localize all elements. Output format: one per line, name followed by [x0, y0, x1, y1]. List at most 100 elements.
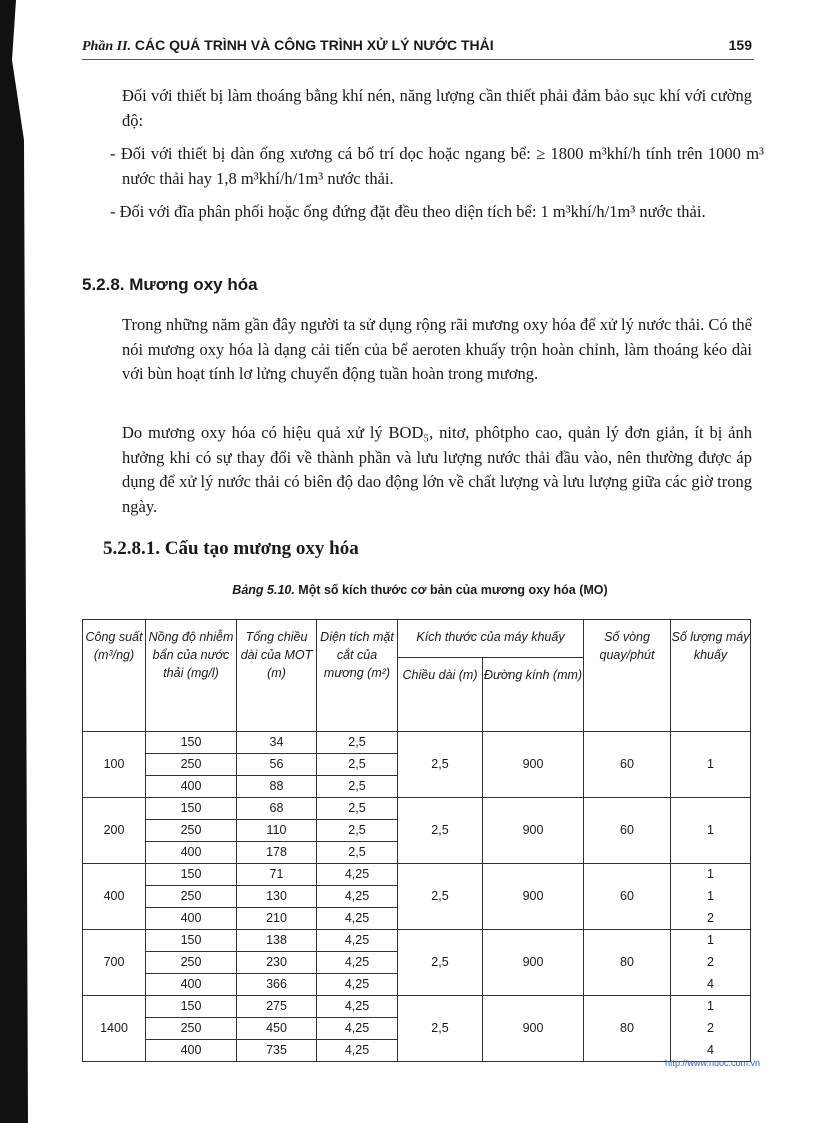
cell-cross-section: 4,25	[316, 929, 398, 952]
cell-mixer-count: 2	[670, 951, 751, 974]
cell-rpm: 60	[583, 797, 671, 864]
table-row: 400 150 71 4,25 2,5 900 60 1	[82, 863, 751, 930]
header-mixer-count: Số lượng máy khuấy	[670, 619, 751, 732]
cell-concentration: 250	[145, 753, 237, 776]
cell-mixer-count	[670, 731, 751, 754]
cell-cross-section: 2,5	[316, 797, 398, 820]
cell-rpm: 80	[583, 929, 671, 996]
cell-rpm: 60	[583, 731, 671, 798]
bullet-item: - Đối với thiết bị dàn ống xương cá bố t…	[110, 144, 764, 188]
cell-capacity: 100	[82, 731, 146, 798]
cell-mixer-count	[670, 797, 751, 820]
page-number: 159	[728, 37, 752, 53]
cell-total-length: 138	[236, 929, 317, 952]
cell-cross-section: 2,5	[316, 753, 398, 776]
cell-mixer-length: 2,5	[397, 995, 483, 1062]
table-row: 250 230 4,25 2	[83, 951, 751, 974]
header-mixer-length: Chiều dài (m)	[397, 657, 483, 732]
table-caption-label: Bảng 5.10.	[232, 583, 295, 597]
cell-mixer-count: 1	[670, 929, 751, 952]
cell-concentration: 400	[145, 1039, 237, 1062]
cell-total-length: 110	[236, 819, 317, 842]
cell-cross-section: 2,5	[316, 731, 398, 754]
cell-concentration: 150	[145, 797, 237, 820]
table-caption-text: Một số kích thước cơ bản của mương oxy h…	[294, 583, 608, 597]
cell-concentration: 400	[145, 841, 237, 864]
cell-concentration: 400	[145, 775, 237, 798]
table-row: 200 150 68 2,5 2,5 900 60	[82, 797, 751, 864]
cell-total-length: 366	[236, 973, 317, 996]
cell-mixer-count: 2	[670, 907, 751, 930]
cell-mixer-count	[670, 775, 751, 798]
cell-cross-section: 4,25	[316, 951, 398, 974]
source-url[interactable]: http://www.nuoc.com.vn	[664, 1058, 760, 1068]
cell-total-length: 68	[236, 797, 317, 820]
header-mixer-size: Kích thước của máy khuấy	[397, 619, 584, 658]
data-table: Công suất (m³/ng) Nồng độ nhiễm bẩn của …	[82, 619, 751, 1062]
cell-concentration: 400	[145, 973, 237, 996]
cell-concentration: 150	[145, 863, 237, 886]
table-row: 1400 150 275 4,25 2,5 900 80 1	[82, 995, 751, 1062]
header-concentration: Nồng độ nhiễm bẩn của nước thải (mg/l)	[145, 619, 237, 732]
header-total-length: Tổng chiều dài của MOT (m)	[236, 619, 317, 732]
paragraph: Trong những năm gần đây người ta sử dụng…	[122, 315, 752, 383]
cell-rpm: 60	[583, 863, 671, 930]
cell-capacity: 700	[82, 929, 146, 996]
section-heading: 5.2.8. Mương oxy hóa	[82, 275, 258, 294]
cell-total-length: 735	[236, 1039, 317, 1062]
cell-total-length: 275	[236, 995, 317, 1018]
cell-capacity: 200	[82, 797, 146, 864]
cell-concentration: 150	[145, 731, 237, 754]
cell-concentration: 250	[145, 951, 237, 974]
cell-mixer-length: 2,5	[397, 797, 483, 864]
running-header: Phần II. CÁC QUÁ TRÌNH VÀ CÔNG TRÌNH XỬ …	[82, 37, 754, 60]
cell-mixer-count: 1	[670, 819, 751, 842]
cell-mixer-count: 2	[670, 1017, 751, 1040]
cell-mixer-count: 1	[670, 753, 751, 776]
cell-concentration: 250	[145, 885, 237, 908]
header-cross-section: Diện tích mặt cắt của mương (m²)	[316, 619, 398, 732]
header-capacity: Công suất (m³/ng)	[82, 619, 146, 732]
cell-total-length: 34	[236, 731, 317, 754]
table-row: 400 735 4,25 4	[83, 1039, 751, 1062]
cell-total-length: 56	[236, 753, 317, 776]
cell-cross-section: 4,25	[316, 907, 398, 930]
cell-mixer-length: 2,5	[397, 731, 483, 798]
cell-cross-section: 4,25	[316, 973, 398, 996]
cell-mixer-count: 4	[670, 1039, 751, 1062]
bullet-item: - Đối với đĩa phân phối hoặc ống đứng đặ…	[110, 202, 706, 221]
cell-mixer-length: 2,5	[397, 863, 483, 930]
table-caption: Bảng 5.10. Một số kích thước cơ bản của …	[82, 583, 758, 597]
header-part: Phần II.	[82, 39, 132, 54]
cell-total-length: 450	[236, 1017, 317, 1040]
cell-total-length: 130	[236, 885, 317, 908]
cell-cross-section: 4,25	[316, 1039, 398, 1062]
table-row: 700 150 138 4,25 2,5 900 80 1	[82, 929, 751, 996]
cell-cross-section: 4,25	[316, 885, 398, 908]
cell-total-length: 71	[236, 863, 317, 886]
paragraph: Do mương oxy hóa có hiệu quả xử lý BOD₅,…	[122, 423, 752, 516]
cell-cross-section: 4,25	[316, 995, 398, 1018]
cell-mixer-diameter: 900	[482, 731, 584, 798]
cell-cross-section: 4,25	[316, 1017, 398, 1040]
cell-mixer-diameter: 900	[482, 797, 584, 864]
cell-concentration: 250	[145, 819, 237, 842]
cell-capacity: 1400	[82, 995, 146, 1062]
header-mixer-diameter: Đường kính (mm)	[482, 657, 584, 732]
cell-mixer-count: 4	[670, 973, 751, 996]
cell-cross-section: 4,25	[316, 863, 398, 886]
cell-mixer-count: 1	[670, 863, 751, 886]
cell-mixer-count: 1	[670, 995, 751, 1018]
cell-cross-section: 2,5	[316, 775, 398, 798]
cell-total-length: 210	[236, 907, 317, 930]
cell-concentration: 150	[145, 995, 237, 1018]
cell-total-length: 230	[236, 951, 317, 974]
cell-mixer-diameter: 900	[482, 995, 584, 1062]
subsection-heading: 5.2.8.1. Cấu tạo mương oxy hóa	[103, 538, 359, 559]
cell-concentration: 400	[145, 907, 237, 930]
scan-edge-shadow	[0, 0, 28, 1123]
cell-concentration: 250	[145, 1017, 237, 1040]
cell-concentration: 150	[145, 929, 237, 952]
cell-cross-section: 2,5	[316, 819, 398, 842]
